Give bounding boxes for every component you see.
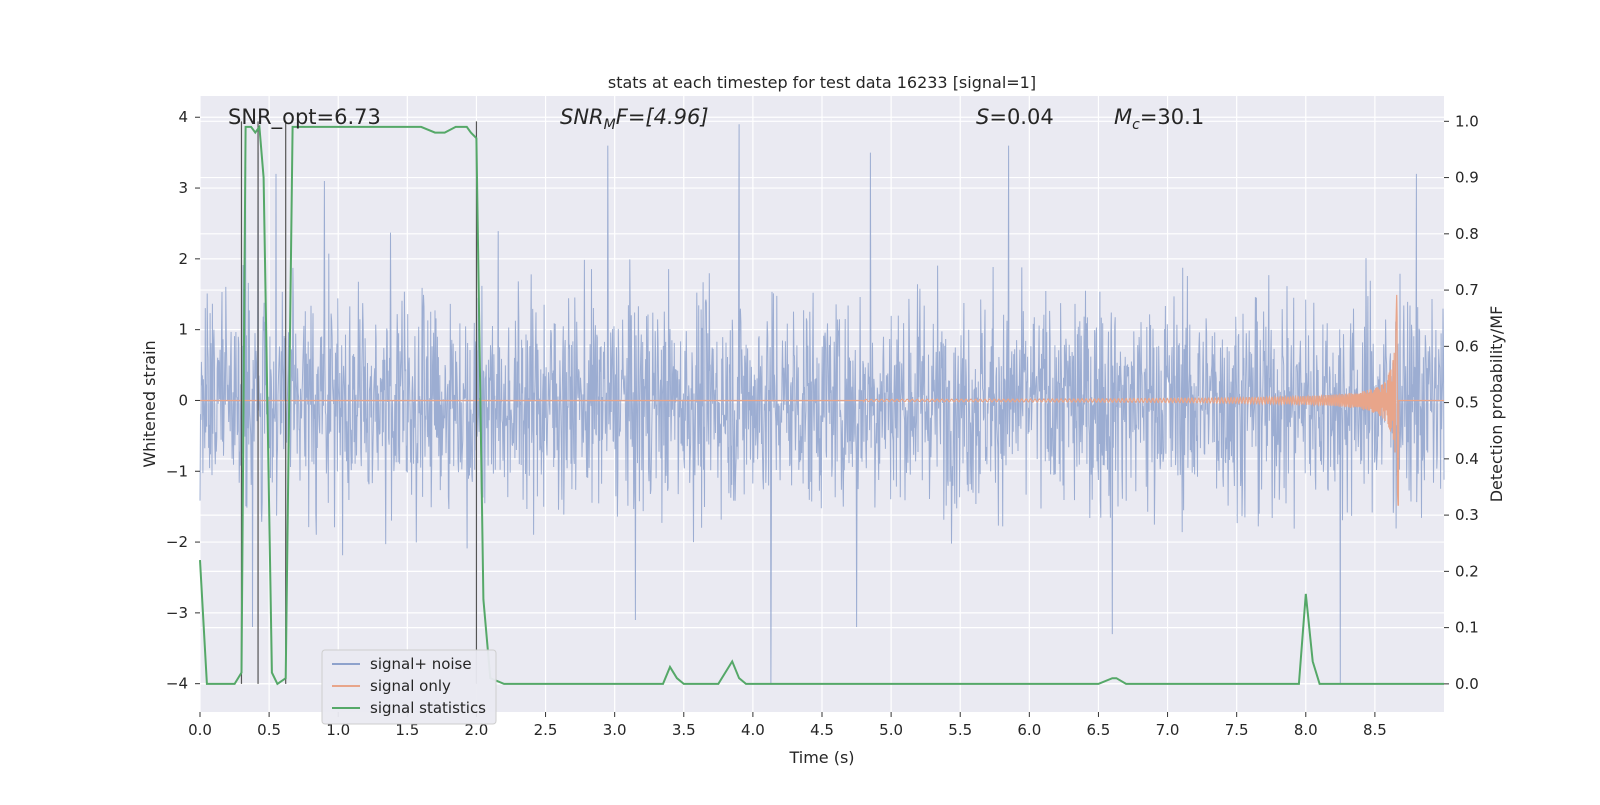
- y-tick-label: −4: [166, 675, 188, 693]
- chart-title: stats at each timestep for test data 162…: [608, 73, 1036, 92]
- y2-tick-label: 0.2: [1455, 562, 1479, 580]
- y-tick-label: 4: [178, 108, 188, 126]
- x-tick-label: 2.0: [465, 721, 489, 739]
- legend-label-signal-noise: signal+ noise: [370, 655, 472, 673]
- x-tick-label: 3.0: [603, 721, 627, 739]
- annotation-snr-mf: SNRMF=[4.96]: [560, 105, 709, 133]
- x-axis-label: Time (s): [788, 748, 854, 767]
- x-tick-label: 5.5: [948, 721, 972, 739]
- x-tick-label: 6.0: [1017, 721, 1041, 739]
- legend-box: [321, 649, 497, 725]
- y-tick-label: −1: [166, 462, 188, 480]
- y-tick-label: −2: [166, 533, 188, 551]
- y-tick-label: 0: [178, 391, 188, 409]
- x-tick-label: 1.5: [395, 721, 419, 739]
- mc-main: M: [1114, 105, 1132, 129]
- y2-tick-label: 0.6: [1455, 337, 1479, 355]
- y2-tick-label: 0.9: [1455, 169, 1479, 187]
- mc-sub: c: [1132, 117, 1140, 133]
- x-tick-label: 0.0: [188, 721, 212, 739]
- legend-label-signal-statistics: signal statistics: [370, 699, 486, 717]
- x-tick-label: 5.0: [879, 721, 903, 739]
- s-main: S: [976, 105, 989, 129]
- x-tick-label: 3.5: [672, 721, 696, 739]
- y-tick-label: 3: [178, 179, 188, 197]
- y2-axis-label: Detection probability/MF: [1487, 306, 1506, 503]
- legend-label-signal-only: signal only: [370, 677, 451, 695]
- signal-only-line: [200, 294, 1444, 506]
- x-tick-label: 8.0: [1294, 721, 1318, 739]
- x-tick-label: 2.5: [534, 721, 558, 739]
- y2-tick-label: 0.4: [1455, 450, 1479, 468]
- snr-mf-main: SNR: [560, 105, 604, 129]
- y-tick-label: 2: [178, 250, 188, 268]
- y-axis-label: Whitened strain: [140, 340, 159, 467]
- x-tick-label: 7.5: [1225, 721, 1249, 739]
- y-tick-label: 1: [178, 321, 188, 339]
- annotation-snr-opt: SNR_opt=6.73: [228, 105, 381, 130]
- snr-mf-sub: M: [604, 117, 616, 133]
- x-tick-label: 4.0: [741, 721, 765, 739]
- annotation-s: S=0.04: [976, 105, 1054, 129]
- x-tick-label: 8.5: [1363, 721, 1387, 739]
- axis-ticks: 0.0 0.5 1.0 1.5 2.0 2.5 3.0 3.5 4.0 4.5 5.0 5.5 6.0 6…: [166, 108, 1479, 739]
- series-signal-noise: [199, 124, 1445, 684]
- snr-mf-rest: F=[4.96]: [616, 105, 709, 129]
- series-signal-only: [200, 294, 1444, 506]
- y2-tick-label: 0.1: [1455, 619, 1479, 637]
- x-tick-label: 6.5: [1087, 721, 1111, 739]
- x-tick-label: 0.5: [257, 721, 281, 739]
- y-tick-label: −3: [166, 604, 188, 622]
- noise-line: [199, 124, 1445, 684]
- x-tick-label: 4.5: [810, 721, 834, 739]
- y2-tick-label: 0.5: [1455, 394, 1479, 412]
- legend: signal+ noise signal only signal statist…: [321, 649, 497, 725]
- y2-tick-label: 0.3: [1455, 506, 1479, 524]
- annotation-mc: Mc=30.1: [1114, 105, 1204, 133]
- x-tick-label: 1.0: [326, 721, 350, 739]
- x-tick-label: 7.0: [1156, 721, 1180, 739]
- y2-tick-label: 0.0: [1455, 675, 1479, 693]
- y2-tick-label: 1.0: [1455, 112, 1479, 130]
- mc-rest: =30.1: [1140, 105, 1204, 129]
- y2-tick-label: 0.7: [1455, 281, 1479, 299]
- y2-tick-label: 0.8: [1455, 225, 1479, 243]
- s-rest: =0.04: [989, 105, 1053, 129]
